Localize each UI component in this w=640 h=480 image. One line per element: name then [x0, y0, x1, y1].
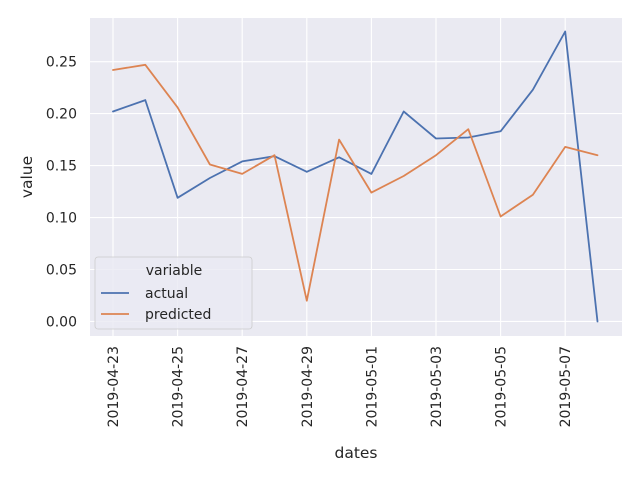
y-tick-label: 0.20: [46, 107, 77, 123]
x-tick-label: 2019-04-23: [106, 346, 122, 427]
x-axis-label: dates: [334, 444, 377, 462]
y-axis-label: value: [18, 156, 36, 198]
y-tick-label: 0.10: [46, 211, 77, 227]
x-tick-label: 2019-04-29: [300, 346, 316, 427]
x-gridlines: [112, 18, 566, 336]
x-tick-labels: 2019-04-23 2019-04-25 2019-04-27 2019-04-29…: [106, 346, 574, 427]
x-tick-label: 2019-05-07: [558, 346, 574, 427]
legend-label-predicted: predicted: [145, 307, 211, 323]
x-tick-label: 2019-05-05: [494, 346, 510, 427]
legend-box: [94, 256, 253, 330]
legend: variable actual predicted: [94, 256, 253, 330]
y-tick-label: 0.05: [46, 262, 77, 278]
x-tick-label: 2019-05-01: [364, 346, 380, 427]
y-tick-label: 0.15: [46, 159, 77, 175]
y-tick-labels: 0.00 0.05 0.10 0.15 0.20 0.25: [46, 55, 77, 331]
series-lines: [112, 30, 599, 323]
y-tick-label: 0.25: [46, 55, 77, 71]
legend-title: variable: [146, 263, 202, 279]
x-tick-label: 2019-05-03: [429, 346, 445, 427]
y-tick-label: 0.00: [46, 314, 77, 330]
legend-label-actual: actual: [145, 286, 188, 302]
x-tick-label: 2019-04-27: [235, 346, 251, 427]
series-line-predicted: [112, 63, 599, 302]
x-tick-label: 2019-04-25: [171, 346, 187, 427]
